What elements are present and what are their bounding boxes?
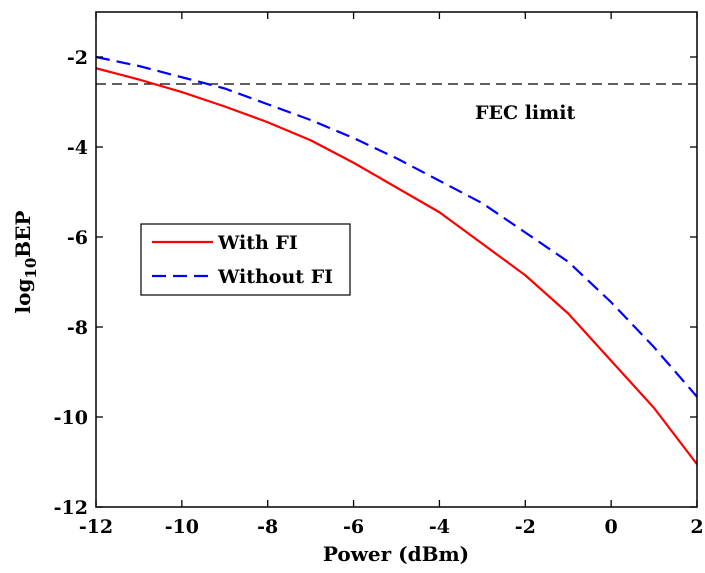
y-axis-label-sub: 10 xyxy=(22,258,40,279)
x-tick-label: -12 xyxy=(79,516,113,538)
x-tick-label: -10 xyxy=(165,516,199,538)
y-axis-label-base: log xyxy=(11,279,35,314)
x-tick-label: -4 xyxy=(429,516,450,538)
series-line-with-fi xyxy=(95,67,698,465)
y-tick-label: -6 xyxy=(67,227,88,249)
y-axis-label: log10BEP xyxy=(11,211,40,314)
axis-ticks: -12 -10 -8 -6 -4 -2 0 2 -12 -10 -8 -6 -4 -2 xyxy=(54,12,704,538)
x-tick-label: 2 xyxy=(690,516,703,538)
x-axis-label: Power (dBm) xyxy=(323,542,469,566)
legend: With FI Without FI xyxy=(140,223,351,296)
plot-area xyxy=(95,55,698,465)
y-tick-label: -8 xyxy=(67,317,88,339)
legend-box xyxy=(140,223,351,296)
y-tick-label: -10 xyxy=(54,407,88,429)
legend-label-without-fi: Without FI xyxy=(217,266,333,288)
y-tick-label: -12 xyxy=(54,497,88,519)
legend-label-with-fi: With FI xyxy=(217,232,298,254)
plot-frame xyxy=(95,11,698,508)
x-tick-label: -6 xyxy=(343,516,364,538)
y-tick-label: -2 xyxy=(67,47,88,69)
x-tick-label: 0 xyxy=(605,516,618,538)
y-axis-label-tail: BEP xyxy=(11,211,35,258)
series-line-without-fi xyxy=(95,55,698,398)
y-tick-label: -4 xyxy=(67,137,88,159)
fec-limit-label: FEC limit xyxy=(475,102,575,124)
x-tick-label: -8 xyxy=(257,516,278,538)
x-tick-label: -2 xyxy=(515,516,536,538)
